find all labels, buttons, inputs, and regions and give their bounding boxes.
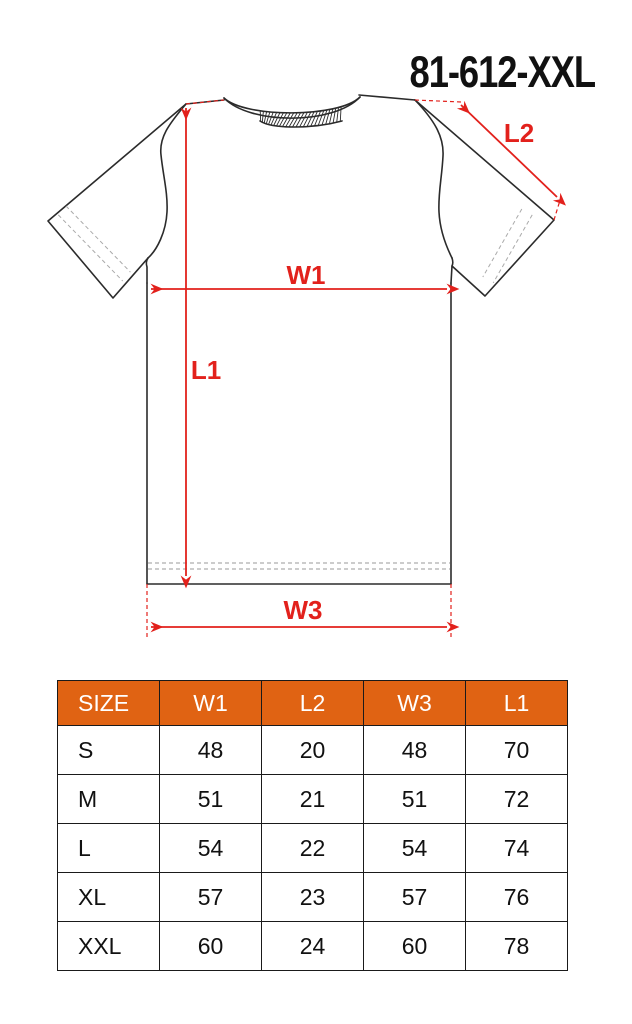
svg-text:W3: W3	[284, 595, 323, 625]
svg-text:W1: W1	[287, 260, 326, 290]
svg-text:L2: L2	[504, 118, 534, 148]
svg-text:L1: L1	[191, 355, 221, 385]
